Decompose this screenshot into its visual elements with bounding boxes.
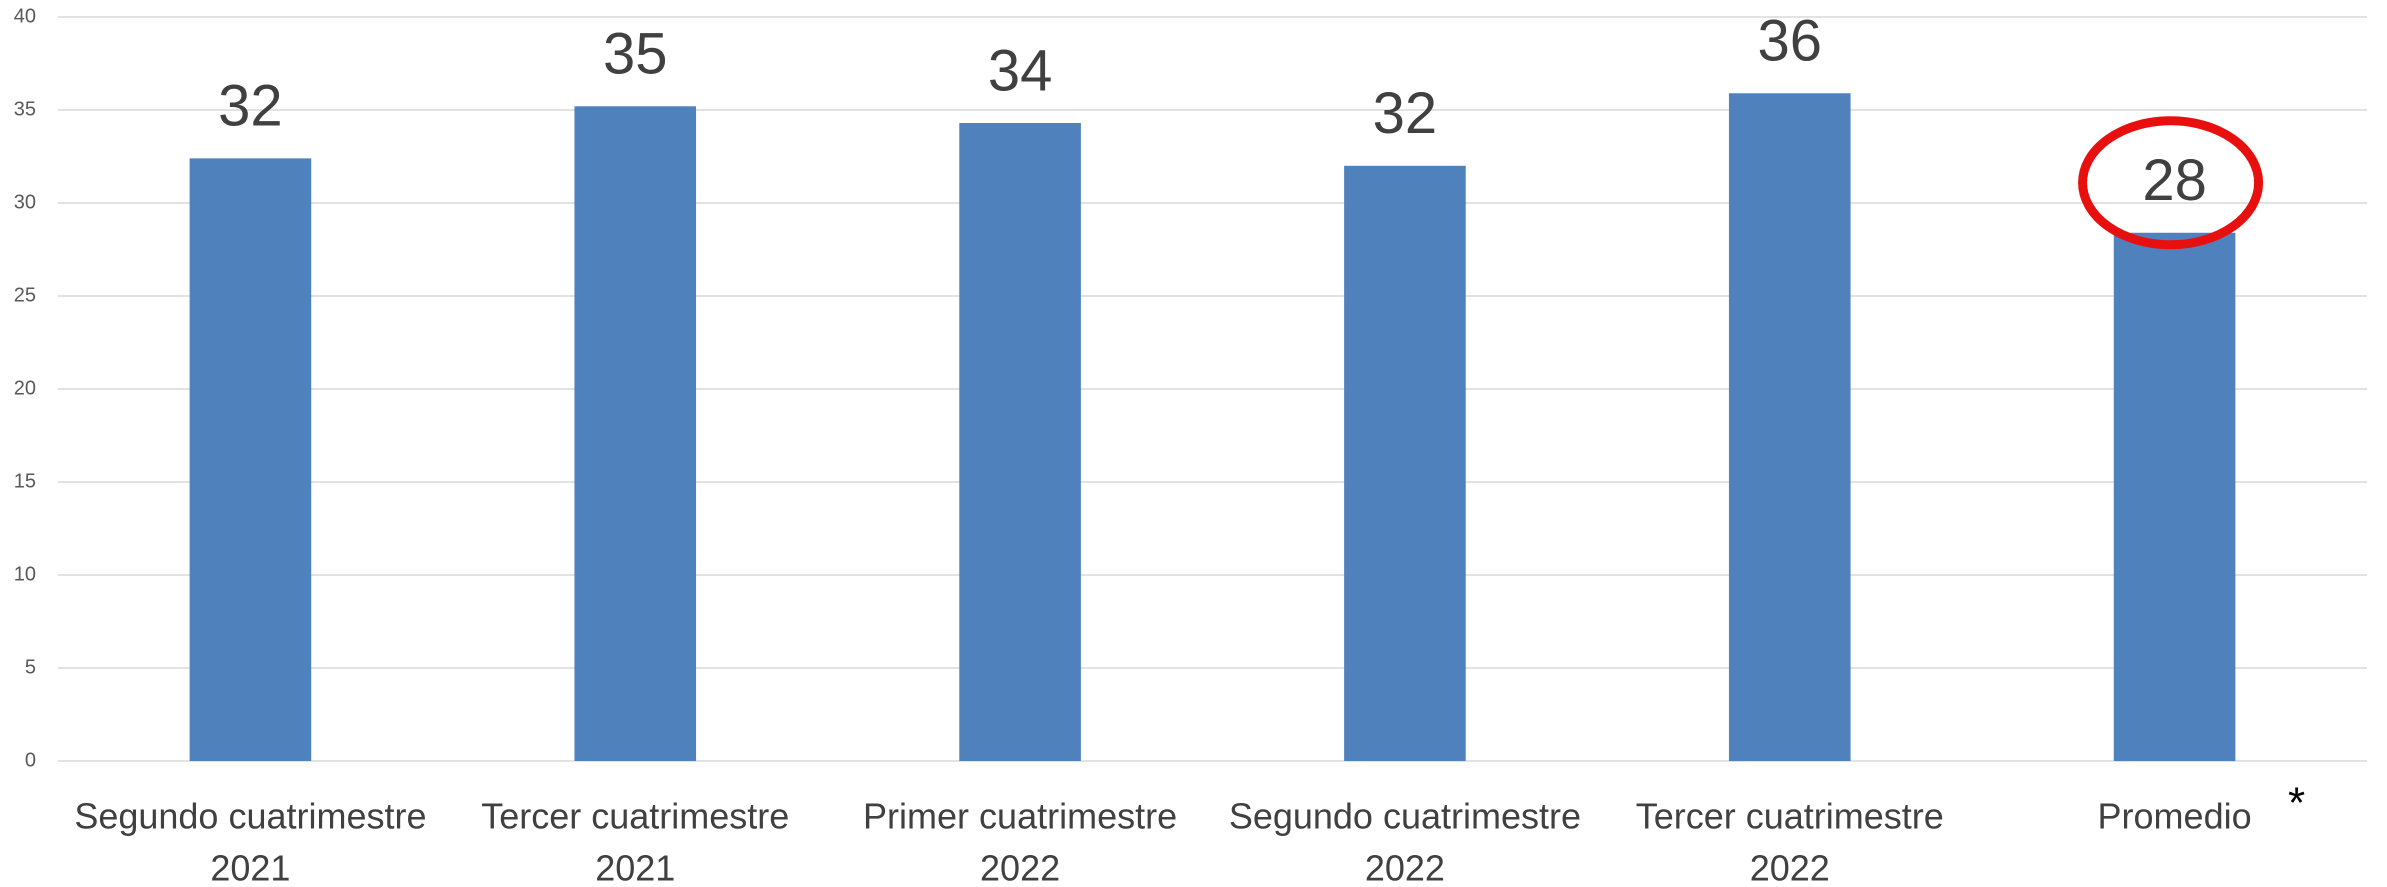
y-tick-label: 0	[25, 749, 36, 771]
y-tick-label: 35	[14, 98, 36, 120]
data-label: 32	[1373, 81, 1438, 146]
data-label: 36	[1757, 9, 1822, 74]
bar	[1344, 165, 1466, 762]
bar	[959, 123, 1081, 761]
bar	[574, 106, 697, 761]
y-tick-label: 10	[14, 563, 36, 585]
bar	[1728, 93, 1851, 761]
annotation: *	[2288, 779, 2305, 828]
x-tick-label: Promedio	[2098, 796, 2252, 837]
data-label: 35	[603, 22, 668, 87]
x-tick-label: Tercer cuatrimestre	[481, 796, 789, 837]
data-label: 32	[218, 74, 283, 139]
y-tick-label: 20	[14, 377, 36, 399]
bar	[189, 158, 312, 762]
x-tick-label: 2022	[1365, 848, 1445, 887]
y-tick-label: 40	[14, 5, 36, 27]
y-tick-label: 15	[14, 470, 36, 492]
y-tick-label: 30	[14, 191, 36, 213]
bar	[2113, 232, 2236, 761]
x-tick-label: 2021	[595, 848, 675, 887]
x-tick-label: 2022	[1750, 848, 1830, 887]
data-label: 34	[988, 38, 1053, 103]
y-tick-label: 25	[14, 284, 36, 306]
x-tick-label: 2021	[210, 848, 290, 887]
highlight-circle	[2078, 116, 2264, 250]
x-tick-label: Segundo cuatrimestre	[1229, 796, 1581, 837]
x-tick-label: 2022	[980, 848, 1060, 887]
data-label: 28	[2142, 148, 2207, 213]
x-tick-label: Primer cuatrimestre	[863, 796, 1177, 837]
y-tick-label: 5	[25, 656, 36, 678]
x-tick-label: Tercer cuatrimestre	[1636, 796, 1944, 837]
x-tick-label: Segundo cuatrimestre	[74, 796, 426, 837]
